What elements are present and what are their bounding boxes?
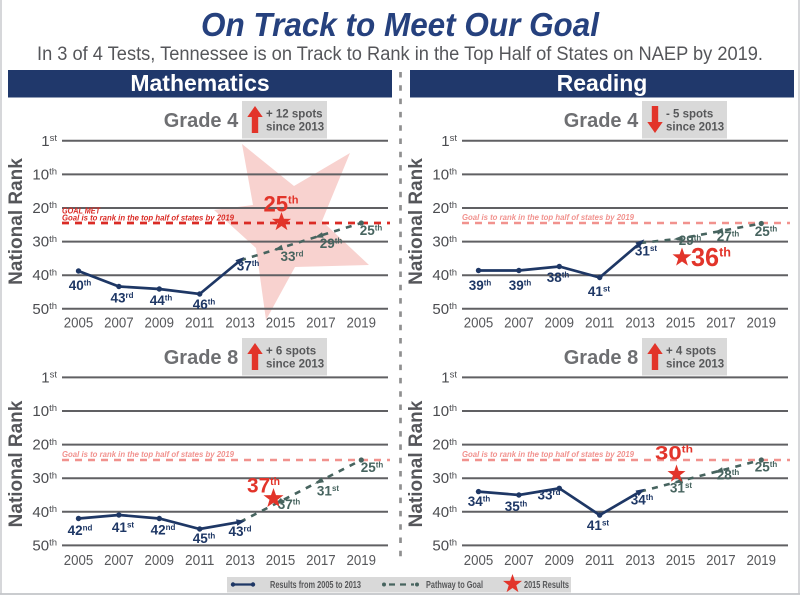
svg-text:2013: 2013 (625, 553, 655, 569)
svg-text:Goal is to rank in the top hal: Goal is to rank in the top half of state… (62, 213, 234, 223)
svg-text:2007: 2007 (104, 553, 134, 569)
svg-text:2019: 2019 (347, 553, 377, 569)
svg-text:2011: 2011 (585, 316, 615, 332)
svg-text:Pathway to Goal: Pathway to Goal (426, 580, 483, 591)
svg-text:2007: 2007 (504, 553, 534, 569)
svg-text:Mathematics: Mathematics (130, 70, 269, 96)
svg-text:In 3 of 4 Tests, Tennessee is: In 3 of 4 Tests, Tennessee is on Track t… (37, 44, 763, 65)
svg-text:2007: 2007 (504, 316, 534, 332)
svg-text:- 5 spots: - 5 spots (666, 109, 713, 121)
svg-text:2013: 2013 (625, 316, 655, 332)
svg-text:2011: 2011 (185, 553, 215, 569)
svg-text:2019: 2019 (747, 553, 777, 569)
svg-text:2015: 2015 (666, 316, 696, 332)
svg-text:2019: 2019 (747, 316, 777, 332)
svg-text:2015: 2015 (266, 553, 296, 569)
svg-text:Goal is to rank in the top hal: Goal is to rank in the top half of state… (462, 212, 634, 222)
svg-text:2017: 2017 (306, 553, 336, 569)
svg-text:National Rank: National Rank (6, 400, 27, 527)
svg-text:2007: 2007 (104, 316, 134, 332)
svg-text:2005: 2005 (464, 316, 494, 332)
svg-text:2009: 2009 (145, 553, 175, 569)
svg-text:Goal is to rank in the top hal: Goal is to rank in the top half of state… (462, 449, 634, 459)
svg-text:National Rank: National Rank (6, 158, 27, 285)
svg-text:National Rank: National Rank (406, 158, 427, 285)
svg-text:since 2013: since 2013 (266, 122, 324, 134)
svg-text:2009: 2009 (545, 553, 575, 569)
svg-text:Grade 4: Grade 4 (164, 110, 239, 132)
svg-text:National Rank: National Rank (406, 400, 427, 527)
svg-text:2019: 2019 (347, 316, 377, 332)
svg-text:GOAL MET: GOAL MET (62, 207, 101, 216)
svg-text:Goal is to rank in the top hal: Goal is to rank in the top half of state… (62, 449, 234, 459)
svg-text:+ 12 spots: + 12 spots (266, 109, 323, 121)
svg-text:Grade 4: Grade 4 (564, 110, 639, 132)
svg-text:2009: 2009 (545, 316, 575, 332)
svg-text:2005: 2005 (64, 553, 94, 569)
svg-text:2011: 2011 (585, 553, 615, 569)
svg-text:since 2013: since 2013 (666, 359, 724, 371)
svg-text:2009: 2009 (145, 316, 175, 332)
svg-text:+ 6 spots: + 6 spots (266, 346, 316, 358)
svg-text:2013: 2013 (225, 316, 255, 332)
svg-text:Results from 2005 to 2013: Results from 2005 to 2013 (270, 580, 361, 591)
svg-text:37th: 37th (247, 474, 280, 498)
svg-text:Grade 8: Grade 8 (564, 347, 638, 369)
svg-text:2015 Results: 2015 Results (524, 580, 569, 591)
svg-text:2015: 2015 (666, 553, 696, 569)
svg-text:+ 4 spots: + 4 spots (666, 346, 716, 358)
svg-text:Grade 8: Grade 8 (164, 347, 238, 369)
svg-text:2005: 2005 (464, 553, 494, 569)
svg-text:since 2013: since 2013 (666, 122, 724, 134)
svg-text:Reading: Reading (557, 70, 648, 96)
svg-text:On Track to Meet Our Goal: On Track to Meet Our Goal (201, 6, 600, 43)
svg-text:2017: 2017 (306, 316, 336, 332)
svg-text:2017: 2017 (706, 553, 736, 569)
svg-text:2017: 2017 (706, 316, 736, 332)
svg-text:2015: 2015 (266, 316, 296, 332)
svg-text:2005: 2005 (64, 316, 94, 332)
svg-text:2011: 2011 (185, 316, 215, 332)
svg-text:2013: 2013 (225, 553, 255, 569)
svg-text:since 2013: since 2013 (266, 359, 324, 371)
